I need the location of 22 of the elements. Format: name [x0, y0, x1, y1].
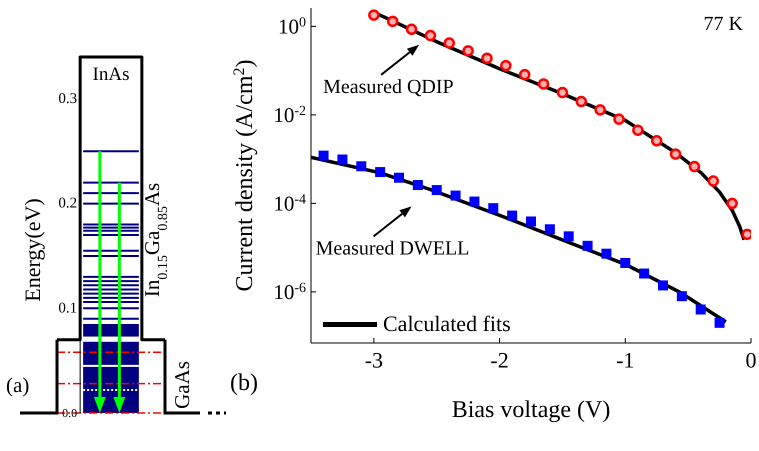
- y-tick-label: 10$^{0}$: [278, 14, 306, 38]
- y-tick-label: 0.1: [58, 300, 78, 316]
- annotation: InAs: [92, 64, 130, 85]
- x-tick-label: -3: [364, 348, 384, 373]
- x-tick-label: 0: [746, 348, 756, 373]
- legend-label: Calculated fits: [382, 311, 512, 337]
- y-tick-label: 10$^{-6}$: [273, 280, 306, 304]
- text: (a): [6, 373, 30, 397]
- y-tick-label: 0.2: [58, 196, 78, 212]
- text: (b): [230, 370, 258, 396]
- text: GaAs: [170, 361, 194, 409]
- annotation: 77 K: [704, 13, 744, 35]
- annotation: Measured DWELL: [316, 237, 470, 260]
- y-tick-label: 0.0: [62, 406, 78, 420]
- y-tick-label: 10$^{-4}$: [273, 191, 306, 216]
- x-tick-label: -1: [616, 348, 634, 373]
- annotation: Measured QDIP: [323, 76, 454, 98]
- y-tick-label: 10$^{-2}$: [273, 102, 306, 127]
- x-axis-title: Bias voltage (V): [452, 397, 610, 423]
- x-tick-label: -2: [490, 348, 509, 373]
- y-axis-title: Energy(eV): [20, 198, 45, 302]
- y-tick-label: 0.3: [58, 90, 78, 107]
